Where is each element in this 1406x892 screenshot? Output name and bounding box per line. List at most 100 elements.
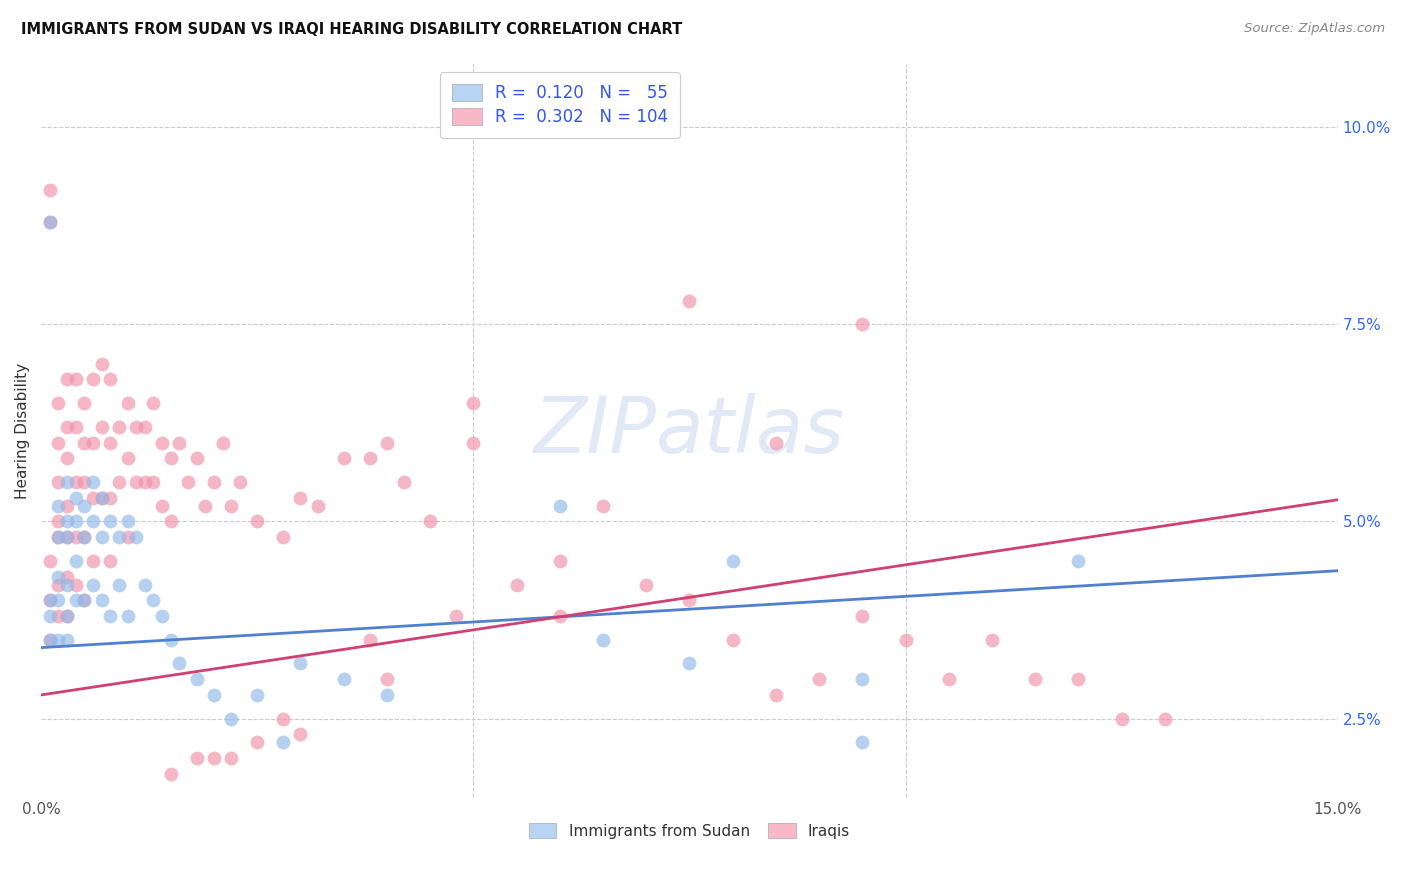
Point (48, 593, 70, 607)
Point (159, 515, 181, 529)
Point (65, 515, 87, 529)
Point (246, 688, 269, 702)
Point (125, 419, 148, 434)
Point (808, 672, 831, 686)
Point (117, 396, 139, 410)
Point (90, 419, 112, 434)
Point (186, 672, 208, 686)
Point (186, 751, 208, 765)
Point (332, 451, 354, 466)
Point (38, 593, 60, 607)
Point (125, 475, 148, 489)
Point (678, 657, 700, 671)
Point (98, 491, 121, 505)
Point (229, 475, 252, 489)
Point (678, 593, 700, 607)
Point (721, 632, 744, 647)
Point (56, 499, 79, 513)
Point (150, 499, 173, 513)
Point (56, 530, 79, 544)
Point (56, 609, 79, 624)
Text: Source: ZipAtlas.com: Source: ZipAtlas.com (1244, 22, 1385, 36)
Point (65, 475, 87, 489)
Point (211, 435, 233, 450)
Point (90, 491, 112, 505)
Point (65, 372, 87, 386)
Point (851, 735, 873, 749)
Point (82, 435, 104, 450)
Point (219, 712, 242, 726)
Point (548, 609, 571, 624)
Point (48, 396, 70, 410)
Point (48, 530, 70, 544)
Point (48, 499, 70, 513)
Point (134, 577, 156, 591)
Point (463, 396, 485, 410)
Point (246, 515, 269, 529)
Point (117, 609, 139, 624)
Point (290, 727, 312, 741)
Point (38, 632, 60, 647)
Point (186, 451, 208, 466)
Point (169, 657, 191, 671)
Point (65, 554, 87, 568)
Point (90, 593, 112, 607)
Point (290, 657, 312, 671)
Point (142, 593, 165, 607)
Point (1154, 712, 1177, 726)
Point (65, 530, 87, 544)
Point (82, 515, 104, 529)
Point (73, 530, 96, 544)
Point (117, 530, 139, 544)
Point (48, 569, 70, 583)
Point (505, 577, 527, 591)
Point (90, 530, 112, 544)
Point (56, 451, 79, 466)
Point (48, 577, 70, 591)
Point (98, 372, 121, 386)
Point (73, 530, 96, 544)
Point (246, 735, 269, 749)
Point (1024, 672, 1046, 686)
Point (48, 475, 70, 489)
Point (359, 451, 381, 466)
Y-axis label: Hearing Disability: Hearing Disability (15, 363, 30, 499)
Point (375, 435, 398, 450)
Point (548, 554, 571, 568)
Point (56, 372, 79, 386)
Point (48, 530, 70, 544)
Point (177, 475, 200, 489)
Point (636, 577, 658, 591)
Point (38, 593, 60, 607)
Text: IMMIGRANTS FROM SUDAN VS IRAQI HEARING DISABILITY CORRELATION CHART: IMMIGRANTS FROM SUDAN VS IRAQI HEARING D… (21, 22, 682, 37)
Point (678, 293, 700, 308)
Point (548, 499, 571, 513)
Point (38, 632, 60, 647)
Point (98, 609, 121, 624)
Point (463, 435, 485, 450)
Point (125, 530, 148, 544)
Point (765, 688, 787, 702)
Point (56, 577, 79, 591)
Point (134, 419, 156, 434)
Point (202, 751, 225, 765)
Point (65, 577, 87, 591)
Point (271, 530, 294, 544)
Point (73, 593, 96, 607)
Point (142, 396, 165, 410)
Point (90, 491, 112, 505)
Point (271, 712, 294, 726)
Point (108, 419, 131, 434)
Point (169, 435, 191, 450)
Point (1067, 554, 1090, 568)
Point (159, 766, 181, 780)
Point (56, 419, 79, 434)
Point (65, 593, 87, 607)
Point (375, 688, 398, 702)
Point (108, 475, 131, 489)
Point (73, 499, 96, 513)
Point (444, 609, 467, 624)
Point (307, 499, 329, 513)
Point (56, 475, 79, 489)
Point (82, 475, 104, 489)
